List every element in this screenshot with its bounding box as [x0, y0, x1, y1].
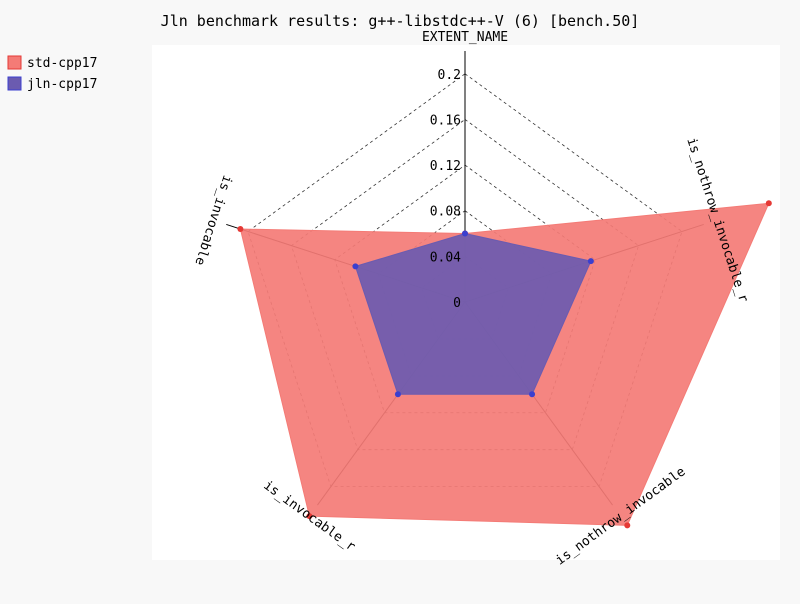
legend-label: std-cpp17: [27, 56, 97, 71]
legend-swatch: [7, 76, 22, 91]
data-point: [587, 258, 594, 265]
data-point: [624, 522, 631, 529]
radial-tick-label: 0: [453, 296, 461, 311]
radial-tick-label: 0.12: [430, 159, 461, 174]
legend: std-cpp17 jln-cpp17: [7, 55, 97, 92]
data-point: [529, 391, 536, 398]
data-point: [237, 226, 244, 233]
radial-tick-label: 0.08: [430, 205, 461, 220]
grid-ring: [247, 73, 683, 488]
radial-ticks: 0 0.04 0.08 0.12 0.16 0.2: [430, 68, 461, 311]
data-point: [306, 513, 313, 520]
data-point: [765, 200, 772, 207]
series-area-jln-cpp17: [354, 233, 592, 395]
radial-tick-label: 0.16: [430, 113, 461, 128]
axis-label: EXTENT_NAME: [422, 30, 508, 45]
legend-swatch: [7, 55, 22, 70]
legend-label: jln-cpp17: [27, 77, 97, 92]
data-point: [394, 391, 401, 398]
data-point: [352, 263, 359, 270]
series-layer: [237, 200, 772, 529]
chart-title: Jln benchmark results: g++-libstdc++-V (…: [161, 12, 640, 30]
data-point: [462, 230, 468, 237]
radial-tick-label: 0.2: [438, 68, 461, 83]
radial-tick-label: 0.04: [430, 250, 461, 265]
